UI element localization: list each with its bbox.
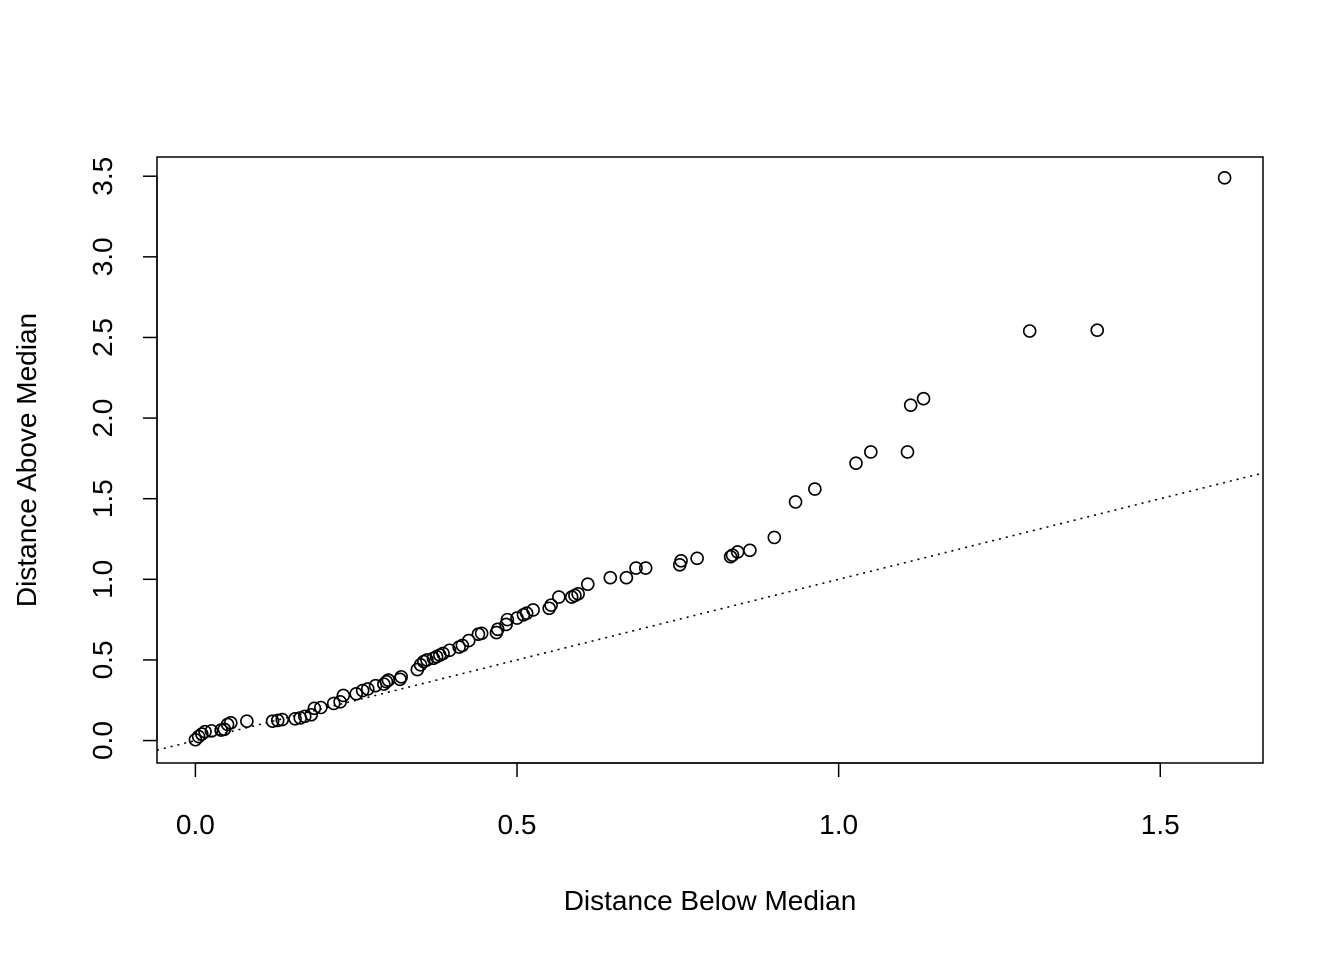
data-point (864, 445, 878, 459)
data-point (674, 553, 688, 568)
x-tick-label: 0.0 (176, 809, 215, 840)
data-point (571, 587, 585, 601)
data-point (1090, 323, 1105, 338)
data-point (474, 626, 489, 641)
x-tick-label: 1.0 (819, 809, 858, 840)
data-point (767, 530, 782, 545)
data-point (360, 682, 375, 696)
y-tick-label: 2.0 (87, 399, 118, 438)
data-point (304, 707, 318, 722)
data-point (519, 606, 534, 620)
data-point (723, 549, 738, 564)
data-point (195, 727, 209, 741)
y-tick-label: 0.0 (87, 721, 118, 760)
data-point (377, 677, 391, 691)
data-point (436, 646, 450, 661)
data-point (326, 696, 341, 711)
data-point (1022, 324, 1037, 338)
data-point (619, 570, 634, 585)
x-tick-label: 0.5 (498, 809, 537, 840)
data-point (307, 701, 322, 716)
data-point (544, 598, 558, 612)
data-point (336, 688, 351, 703)
x-axis: 0.0 0.5 1.0 1.5 (176, 762, 1180, 840)
data-point (580, 577, 595, 591)
data-point (265, 714, 280, 729)
data-point (849, 456, 863, 471)
y-tick-label: 3.0 (87, 237, 118, 276)
y-axis-label: Distance Above Median (11, 313, 42, 607)
y-tick-label: 1.0 (87, 560, 118, 599)
data-point (333, 695, 347, 709)
data-point (638, 561, 653, 575)
data-point (903, 398, 918, 412)
data-point (349, 686, 364, 701)
points-layer (188, 171, 1232, 747)
data-point (690, 551, 704, 566)
reference-line (156, 472, 1264, 751)
data-point (808, 482, 822, 496)
x-tick-label: 1.5 (1141, 809, 1180, 840)
data-point (240, 714, 254, 729)
y-tick-label: 3.5 (87, 157, 118, 196)
y-tick-label: 2.5 (87, 318, 118, 357)
data-point (900, 445, 915, 459)
y-tick-label: 1.5 (87, 479, 118, 518)
data-point (461, 633, 476, 648)
data-point (552, 590, 566, 604)
data-point (275, 712, 290, 727)
data-point (788, 495, 803, 509)
data-point (442, 643, 457, 658)
data-point (270, 713, 285, 728)
data-point (204, 724, 219, 738)
data-point (314, 700, 328, 715)
data-point (297, 709, 312, 724)
data-point (603, 570, 618, 585)
y-axis: 0.0 0.5 1.0 1.5 2.0 2.5 3.0 3.5 (87, 157, 158, 760)
data-point (542, 601, 556, 616)
y-tick-label: 0.5 (87, 640, 118, 679)
data-point (1217, 171, 1232, 185)
x-axis-label: Distance Below Median (564, 885, 857, 916)
data-point (526, 603, 540, 617)
data-point (916, 391, 931, 406)
data-point (629, 561, 643, 575)
data-point (288, 711, 302, 726)
data-point (379, 674, 394, 689)
data-point (420, 653, 434, 667)
plot-frame (156, 156, 1264, 764)
reference-line-layer (156, 472, 1264, 751)
data-point (198, 724, 212, 739)
data-point (223, 716, 238, 730)
data-point (743, 543, 757, 558)
data-point (500, 612, 515, 627)
data-point (394, 670, 409, 684)
